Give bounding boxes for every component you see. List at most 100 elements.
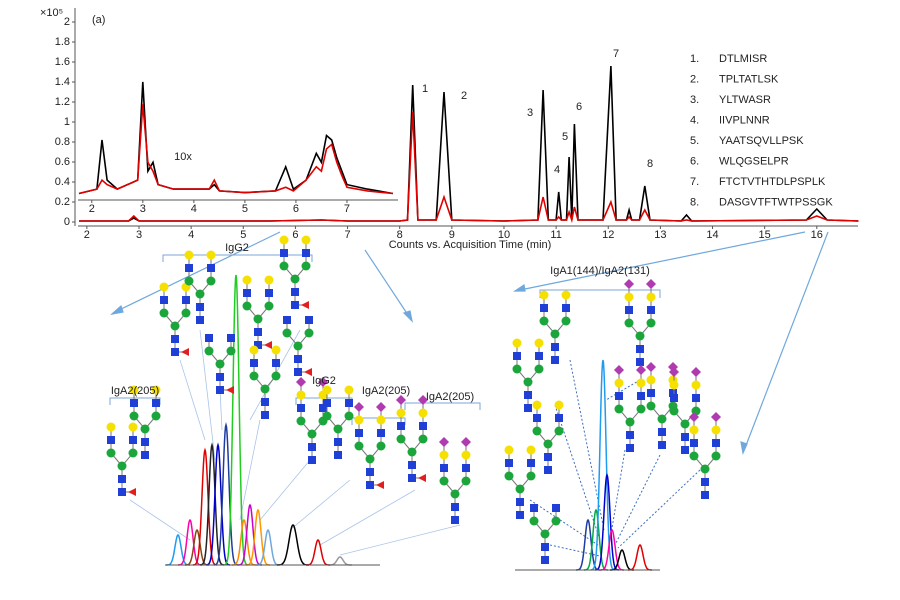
mannose xyxy=(307,429,317,439)
glcnac xyxy=(280,249,288,257)
mannose xyxy=(253,314,263,324)
glcnac xyxy=(308,456,316,464)
mannose xyxy=(539,316,549,326)
galactose xyxy=(396,408,406,418)
mannose xyxy=(260,384,270,394)
mannose xyxy=(646,318,656,328)
connector-lines-solid xyxy=(129,329,461,556)
galactose xyxy=(279,235,289,245)
peak-curve xyxy=(306,539,330,566)
peptide-sequence: YLTWASR xyxy=(719,94,771,106)
galactose xyxy=(711,425,721,435)
glcnac xyxy=(160,296,168,304)
mannose xyxy=(129,411,139,421)
y-tick-label: 2 xyxy=(64,16,70,28)
glcnac xyxy=(272,359,280,367)
peptide-number: 8. xyxy=(690,196,699,208)
peak-curve xyxy=(576,518,600,571)
galactose xyxy=(689,425,699,435)
galactose xyxy=(184,250,194,260)
y-tick-label: 0.6 xyxy=(55,156,70,168)
mannose xyxy=(271,371,281,381)
glcnac xyxy=(658,428,666,436)
glcnac xyxy=(308,443,316,451)
glcnac xyxy=(524,391,532,399)
peak-curve xyxy=(178,518,202,566)
mannose xyxy=(128,448,138,458)
mannose xyxy=(184,276,194,286)
galactose xyxy=(614,378,624,388)
fucose xyxy=(264,341,272,349)
glcnac xyxy=(294,355,302,363)
galactose xyxy=(646,375,656,385)
glcnac xyxy=(701,491,709,499)
glcnac xyxy=(196,316,204,324)
mannose xyxy=(396,434,406,444)
x-tick-label: 8 xyxy=(397,229,403,241)
peak-curve xyxy=(199,442,225,566)
peptide-number: 1. xyxy=(690,53,699,65)
peptide-sequence: YAATSQVLLPSK xyxy=(719,135,804,147)
mannose xyxy=(242,301,252,311)
glcnac xyxy=(637,392,645,400)
x-tick-label: 6 xyxy=(292,229,298,241)
peak-label: 1 xyxy=(422,83,428,95)
mannose xyxy=(333,424,343,434)
galactose xyxy=(106,422,116,432)
y-tick-label: 0.4 xyxy=(55,176,70,188)
mannose xyxy=(657,414,667,424)
galactose xyxy=(129,385,139,395)
glcnac xyxy=(541,556,549,564)
glcnac xyxy=(505,459,513,467)
glcnac xyxy=(541,543,549,551)
peptide-number: 6. xyxy=(690,155,699,167)
glcnac xyxy=(681,446,689,454)
sialic-acid xyxy=(636,365,646,375)
group-label: IgA1(144)/IgA2(131) xyxy=(550,265,650,277)
glcnac xyxy=(254,341,262,349)
glcnac xyxy=(408,474,416,482)
x-tick-label: 14 xyxy=(706,229,718,241)
galactose xyxy=(301,235,311,245)
galactose xyxy=(264,275,274,285)
glcnac xyxy=(527,459,535,467)
mannose xyxy=(680,419,690,429)
peak-label: 7 xyxy=(613,48,619,60)
glcnac xyxy=(254,328,262,336)
peak-curve xyxy=(166,534,190,566)
mannose xyxy=(515,484,525,494)
glcnac xyxy=(626,444,634,452)
glcnac xyxy=(670,394,678,402)
glcnac xyxy=(516,511,524,519)
glcnac xyxy=(323,399,331,407)
peptide-number: 4. xyxy=(690,114,699,126)
fucose xyxy=(376,481,384,489)
mannose xyxy=(543,439,553,449)
glcnac xyxy=(451,503,459,511)
mannose xyxy=(529,516,539,526)
glcnac xyxy=(555,414,563,422)
glcnac xyxy=(681,433,689,441)
glcnac xyxy=(701,478,709,486)
glcnac xyxy=(250,359,258,367)
glcnac xyxy=(171,335,179,343)
galactose xyxy=(439,450,449,460)
mannose xyxy=(512,364,522,374)
galactose xyxy=(691,380,701,390)
mannose xyxy=(689,451,699,461)
glcnac xyxy=(535,352,543,360)
inset-label: 10x xyxy=(174,151,192,163)
mannose xyxy=(534,364,544,374)
glcnac xyxy=(462,464,470,472)
mannose xyxy=(646,401,656,411)
mannose xyxy=(322,411,332,421)
mannose xyxy=(624,318,634,328)
mannose xyxy=(304,328,314,338)
mannose xyxy=(376,441,386,451)
glcnac xyxy=(625,306,633,314)
glcnac xyxy=(690,439,698,447)
group-label: IgG2 xyxy=(312,375,336,387)
glcnac xyxy=(636,358,644,366)
panel-label: (a) xyxy=(92,14,105,26)
peak-label: 2 xyxy=(461,90,467,102)
